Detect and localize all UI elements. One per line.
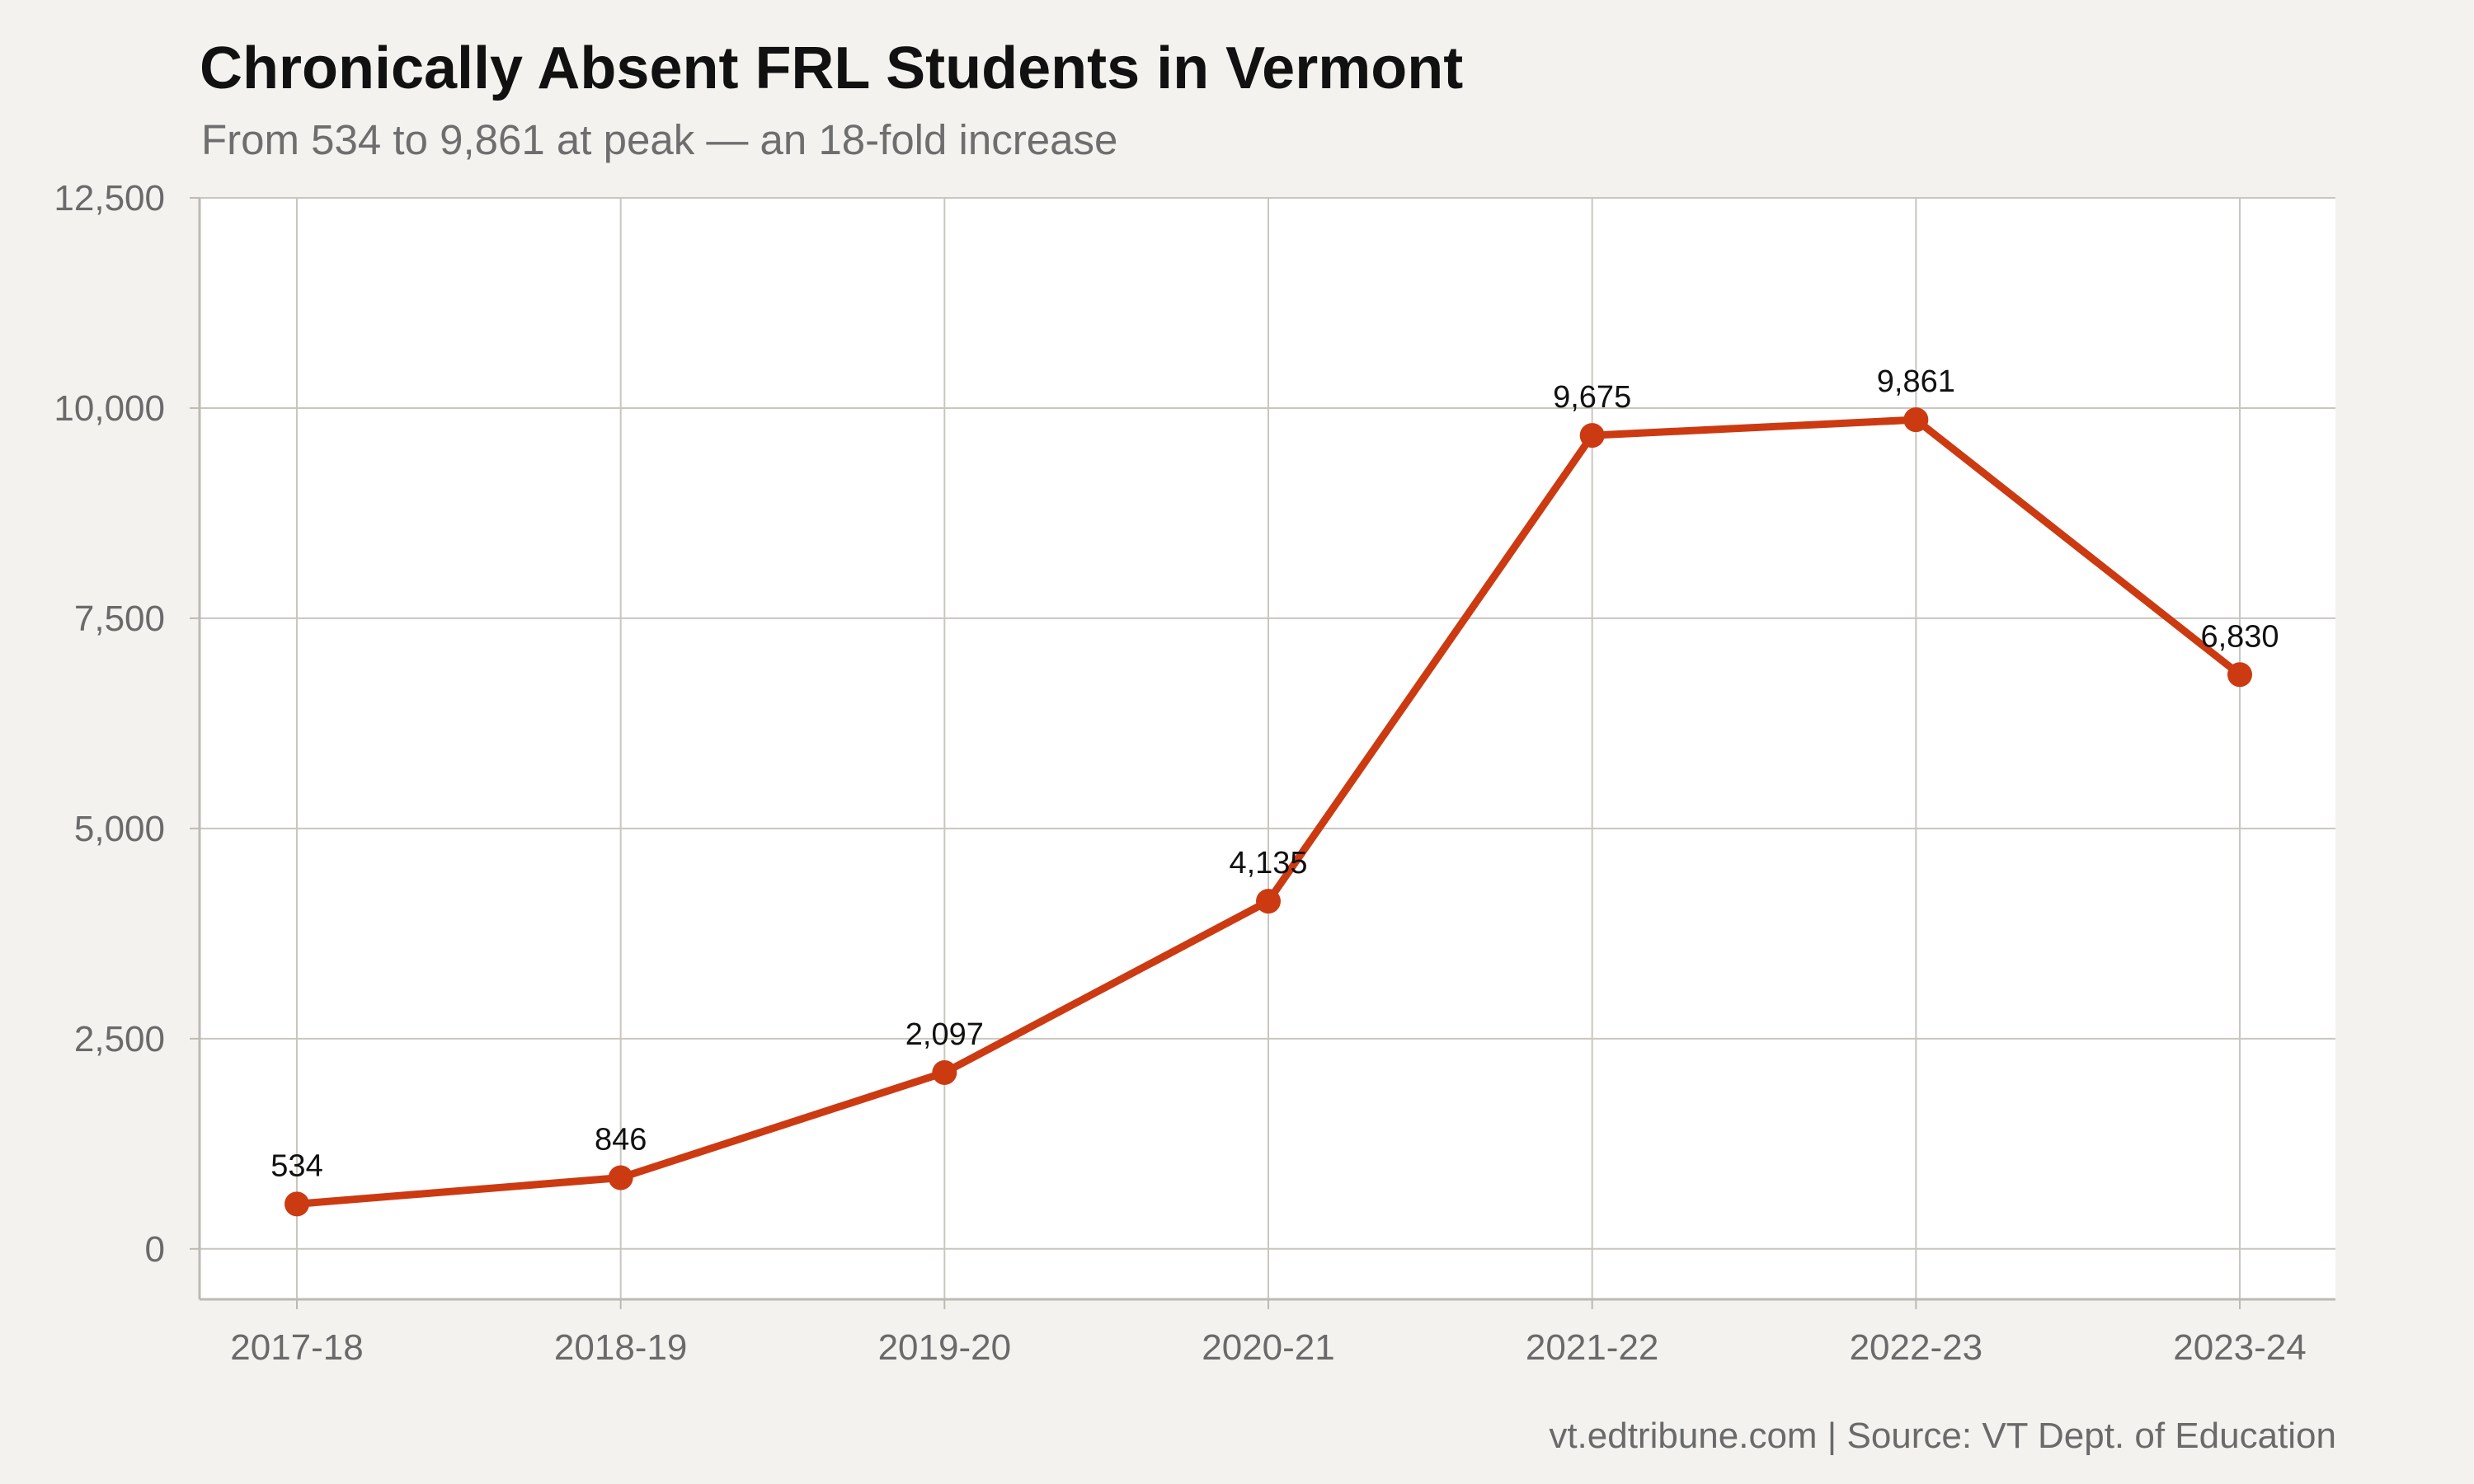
data-label: 6,830 [2200, 619, 2279, 654]
data-label: 534 [270, 1148, 322, 1183]
gridlines [200, 197, 2335, 1299]
data-labels: 534 846 2,097 4,135 9,675 9,861 6,830 [270, 364, 2279, 1183]
y-tick-label: 10,000 [54, 388, 165, 429]
data-label: 9,861 [1877, 364, 1955, 399]
data-label: 2,097 [905, 1017, 984, 1052]
x-tick-label: 2021-22 [1526, 1327, 1658, 1368]
data-label: 4,135 [1229, 846, 1307, 881]
data-point [1903, 407, 1929, 433]
data-point [285, 1191, 309, 1217]
x-tick-label: 2018-19 [554, 1327, 687, 1368]
data-point [608, 1165, 633, 1190]
x-tick-label: 2022-23 [1850, 1327, 1982, 1368]
data-point [1579, 423, 1605, 448]
y-tick-label: 5,000 [74, 809, 165, 849]
y-tick-label: 7,500 [74, 599, 165, 639]
y-tick-label: 2,500 [74, 1019, 165, 1059]
x-tick-label: 2023-24 [2173, 1327, 2306, 1368]
data-point [932, 1059, 957, 1085]
data-point [2227, 662, 2252, 688]
data-label: 846 [595, 1123, 647, 1158]
data-point [1256, 889, 1281, 914]
x-tick-label: 2019-20 [878, 1327, 1011, 1368]
x-tick-label: 2017-18 [230, 1327, 363, 1368]
chart-subtitle: From 534 to 9,861 at peak — an 18-fold i… [201, 116, 1118, 163]
x-tick-label: 2020-21 [1202, 1327, 1334, 1368]
data-label: 9,675 [1553, 380, 1631, 415]
data-points [285, 407, 2252, 1217]
y-tick-label: 0 [145, 1229, 165, 1270]
x-axis-ticks: 2017-18 2018-19 2019-20 2020-21 2021-22 2022-… [230, 1299, 2307, 1368]
source-caption: vt.edtribune.com | Source: VT Dept. of E… [1549, 1416, 2336, 1456]
chart-title: Chronically Absent FRL Students in Vermo… [200, 35, 1464, 101]
y-axis-ticks: 0 2,500 5,000 7,500 10,000 12,500 [54, 178, 200, 1270]
y-tick-label: 12,500 [54, 178, 165, 218]
